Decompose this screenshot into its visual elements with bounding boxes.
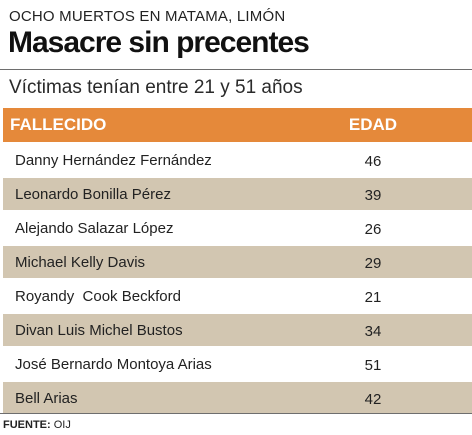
row-age: 34 [364,323,382,340]
bottom-divider [0,413,472,414]
row-age: 26 [364,221,382,238]
row-name: Leonardo Bonilla Pérez [15,185,171,203]
row-name: José Bernardo Montoya Arias [15,355,212,373]
row-age: 21 [364,289,382,306]
kicker: OCHO MUERTOS EN MATAMA, LIMÓN [9,8,286,25]
table-row: Leonardo Bonilla Pérez 39 [3,178,472,210]
table-row: Alejando Salazar López 26 [3,212,472,244]
row-age: 51 [364,357,382,374]
row-name: Alejando Salazar López [15,219,174,237]
row-age: 29 [364,255,382,272]
table-row: Danny Hernández Fernández 46 [3,144,472,176]
row-name: Danny Hernández Fernández [15,151,212,169]
table-row: José Bernardo Montoya Arias 51 [3,348,472,380]
headline: Masacre sin precentes [8,26,310,59]
row-name: Royandy Cook Beckford [15,287,181,305]
source-value: OIJ [53,419,71,431]
table-row: Royandy Cook Beckford 21 [3,280,472,312]
row-age: 42 [364,391,382,408]
table-row: Michael Kelly Davis 29 [3,246,472,278]
header-age: EDAD [348,115,398,134]
source-label: FUENTE: [3,419,51,431]
row-age: 39 [364,187,382,204]
table-row: Divan Luis Michel Bustos 34 [3,314,472,346]
row-name: Michael Kelly Davis [15,253,146,271]
top-divider [0,69,472,70]
row-name: Divan Luis Michel Bustos [15,321,183,339]
table-header: FALLECIDO EDAD [3,108,472,142]
row-age: 46 [364,153,382,170]
table-row: Bell Arias 42 [3,382,472,414]
subtitle: Víctimas tenían entre 21 y 51 años [9,77,303,98]
source-line: FUENTE: OIJ [3,419,71,431]
victims-table: FALLECIDO EDAD Danny Hernández Fernández… [3,108,472,414]
header-name: FALLECIDO [10,115,107,134]
row-name: Bell Arias [15,389,78,407]
